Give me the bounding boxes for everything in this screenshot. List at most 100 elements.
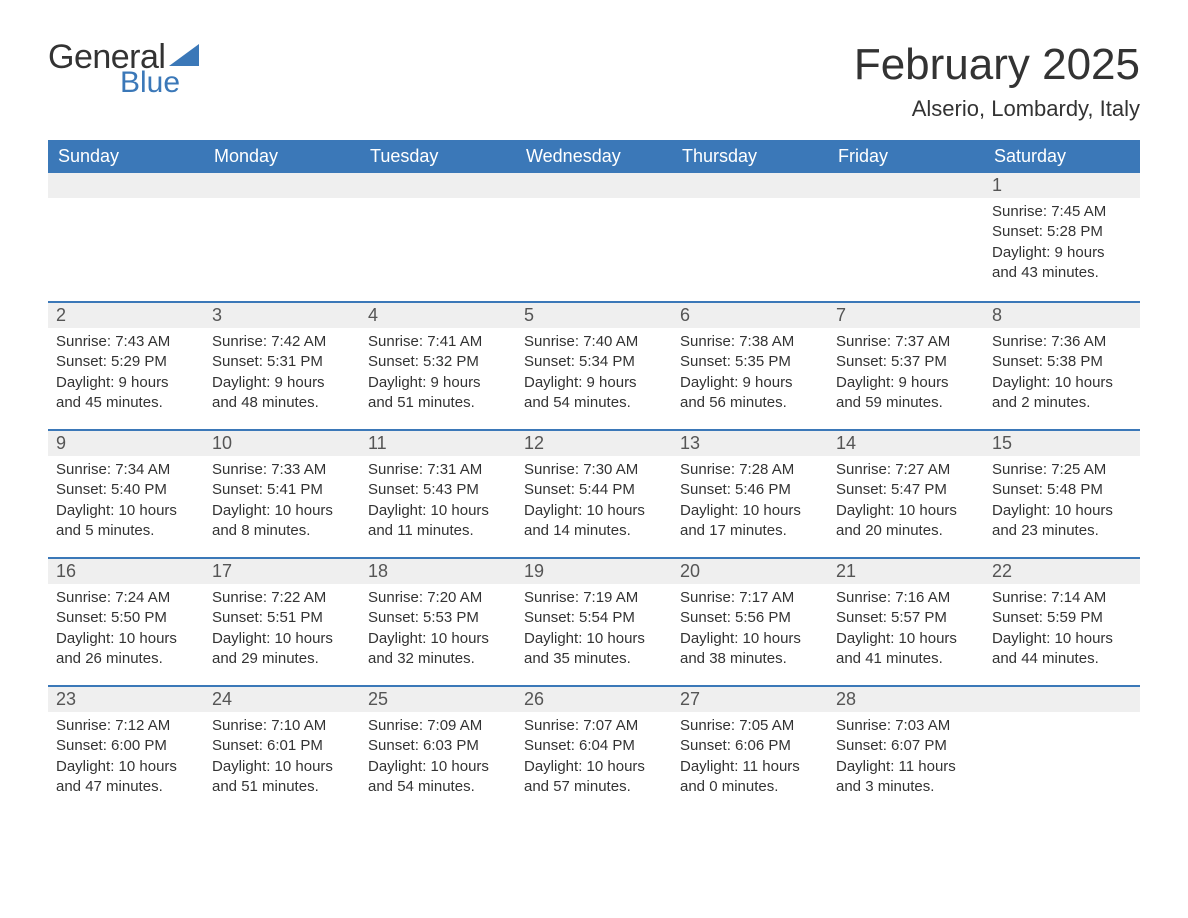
calendar-day-cell [204,173,360,301]
daylight-text: Daylight: 10 hours and 11 minutes. [368,501,508,542]
calendar-day-cell: 22Sunrise: 7:14 AMSunset: 5:59 PMDayligh… [984,557,1140,685]
day-number: 18 [360,557,516,584]
calendar-day-cell: 9Sunrise: 7:34 AMSunset: 5:40 PMDaylight… [48,429,204,557]
sunrise-text: Sunrise: 7:36 AM [992,332,1132,352]
day-number: 14 [828,429,984,456]
daylight-text: Daylight: 10 hours and 14 minutes. [524,501,664,542]
day-details: Sunrise: 7:25 AMSunset: 5:48 PMDaylight:… [984,456,1140,549]
weekday-header: Saturday [984,140,1140,173]
calendar-body: 1Sunrise: 7:45 AMSunset: 5:28 PMDaylight… [48,173,1140,813]
weekday-header-row: Sunday Monday Tuesday Wednesday Thursday… [48,140,1140,173]
page-header: General Blue February 2025 Alserio, Lomb… [48,40,1140,122]
sunset-text: Sunset: 5:53 PM [368,608,508,628]
day-details: Sunrise: 7:19 AMSunset: 5:54 PMDaylight:… [516,584,672,677]
day-number: 25 [360,685,516,712]
sunset-text: Sunset: 5:46 PM [680,480,820,500]
month-title: February 2025 [854,40,1140,90]
calendar-day-cell: 10Sunrise: 7:33 AMSunset: 5:41 PMDayligh… [204,429,360,557]
calendar-day-cell: 17Sunrise: 7:22 AMSunset: 5:51 PMDayligh… [204,557,360,685]
location-subtitle: Alserio, Lombardy, Italy [854,96,1140,122]
brand-word-blue: Blue [120,68,199,98]
day-details: Sunrise: 7:38 AMSunset: 5:35 PMDaylight:… [672,328,828,421]
calendar-day-cell: 18 Sunrise: 7:20 AMSunset: 5:53 PMDayligh… [360,557,516,685]
day-details: Sunrise: 7:27 AMSunset: 5:47 PMDaylight:… [828,456,984,549]
day-details: Sunrise: 7:12 AMSunset: 6:00 PMDaylight:… [48,712,204,805]
day-number [984,685,1140,712]
sunset-text: Sunset: 5:50 PM [56,608,196,628]
calendar-day-cell: 20Sunrise: 7:17 AMSunset: 5:56 PMDayligh… [672,557,828,685]
sunset-text: Sunset: 5:54 PM [524,608,664,628]
daylight-text: Daylight: 10 hours and 32 minutes. [368,629,508,670]
sunrise-text: Sunrise: 7:07 AM [524,716,664,736]
daylight-text: Daylight: 10 hours and 5 minutes. [56,501,196,542]
day-details: Sunrise: 7:36 AMSunset: 5:38 PMDaylight:… [984,328,1140,421]
calendar-day-cell: 15Sunrise: 7:25 AMSunset: 5:48 PMDayligh… [984,429,1140,557]
sunset-text: Sunset: 5:40 PM [56,480,196,500]
calendar-day-cell: 6Sunrise: 7:38 AMSunset: 5:35 PMDaylight… [672,301,828,429]
calendar-week-row: 23Sunrise: 7:12 AMSunset: 6:00 PMDayligh… [48,685,1140,813]
day-number [204,173,360,198]
calendar-day-cell: 2Sunrise: 7:43 AMSunset: 5:29 PMDaylight… [48,301,204,429]
day-number: 9 [48,429,204,456]
day-number: 4 [360,301,516,328]
day-details: Sunrise: 7:14 AMSunset: 5:59 PMDaylight:… [984,584,1140,677]
day-details: Sunrise: 7:24 AMSunset: 5:50 PMDaylight:… [48,584,204,677]
day-number [48,173,204,198]
daylight-text: Daylight: 10 hours and 20 minutes. [836,501,976,542]
daylight-text: Daylight: 11 hours and 0 minutes. [680,757,820,798]
day-details: Sunrise: 7:10 AMSunset: 6:01 PMDaylight:… [204,712,360,805]
sunset-text: Sunset: 5:56 PM [680,608,820,628]
sunset-text: Sunset: 6:01 PM [212,736,352,756]
sunrise-text: Sunrise: 7:37 AM [836,332,976,352]
sunrise-text: Sunrise: 7:17 AM [680,588,820,608]
day-number: 26 [516,685,672,712]
calendar-day-cell: 21Sunrise: 7:16 AMSunset: 5:57 PMDayligh… [828,557,984,685]
daylight-text: Daylight: 10 hours and 41 minutes. [836,629,976,670]
day-number: 28 [828,685,984,712]
sunset-text: Sunset: 5:44 PM [524,480,664,500]
day-details: Sunrise: 7:30 AMSunset: 5:44 PMDaylight:… [516,456,672,549]
day-details: Sunrise: 7:16 AMSunset: 5:57 PMDaylight:… [828,584,984,677]
day-number: 12 [516,429,672,456]
day-details: Sunrise: 7:43 AMSunset: 5:29 PMDaylight:… [48,328,204,421]
day-number: 22 [984,557,1140,584]
daylight-text: Daylight: 9 hours and 48 minutes. [212,373,352,414]
day-details: Sunrise: 7:42 AMSunset: 5:31 PMDaylight:… [204,328,360,421]
calendar-day-cell: 13Sunrise: 7:28 AMSunset: 5:46 PMDayligh… [672,429,828,557]
day-details: Sunrise: 7:45 AMSunset: 5:28 PMDaylight:… [984,198,1140,291]
calendar-day-cell: 25Sunrise: 7:09 AMSunset: 6:03 PMDayligh… [360,685,516,813]
daylight-text: Daylight: 10 hours and 38 minutes. [680,629,820,670]
daylight-text: Daylight: 9 hours and 51 minutes. [368,373,508,414]
sunrise-text: Sunrise: 7:31 AM [368,460,508,480]
calendar-day-cell: 12Sunrise: 7:30 AMSunset: 5:44 PMDayligh… [516,429,672,557]
daylight-text: Daylight: 10 hours and 44 minutes. [992,629,1132,670]
sunset-text: Sunset: 5:35 PM [680,352,820,372]
sunrise-text: Sunrise: 7:20 AM [368,588,508,608]
weekday-header: Tuesday [360,140,516,173]
day-details: Sunrise: 7:37 AMSunset: 5:37 PMDaylight:… [828,328,984,421]
sunset-text: Sunset: 5:57 PM [836,608,976,628]
sunrise-text: Sunrise: 7:43 AM [56,332,196,352]
sunset-text: Sunset: 6:00 PM [56,736,196,756]
sunrise-text: Sunrise: 7:45 AM [992,202,1132,222]
sunset-text: Sunset: 5:29 PM [56,352,196,372]
sunset-text: Sunset: 5:34 PM [524,352,664,372]
day-details: Sunrise: 7:34 AMSunset: 5:40 PMDaylight:… [48,456,204,549]
sunrise-text: Sunrise: 7:42 AM [212,332,352,352]
weekday-header: Sunday [48,140,204,173]
sunset-text: Sunset: 6:06 PM [680,736,820,756]
calendar-day-cell: 26Sunrise: 7:07 AMSunset: 6:04 PMDayligh… [516,685,672,813]
sunrise-text: Sunrise: 7:14 AM [992,588,1132,608]
day-number: 5 [516,301,672,328]
sunset-text: Sunset: 6:03 PM [368,736,508,756]
sunset-text: Sunset: 5:47 PM [836,480,976,500]
day-number: 1 [984,173,1140,198]
day-number: 8 [984,301,1140,328]
calendar-week-row: 2Sunrise: 7:43 AMSunset: 5:29 PMDaylight… [48,301,1140,429]
day-number: 3 [204,301,360,328]
calendar-day-cell [360,173,516,301]
day-number: 23 [48,685,204,712]
calendar-week-row: 1Sunrise: 7:45 AMSunset: 5:28 PMDaylight… [48,173,1140,301]
sunset-text: Sunset: 5:48 PM [992,480,1132,500]
sunset-text: Sunset: 5:59 PM [992,608,1132,628]
